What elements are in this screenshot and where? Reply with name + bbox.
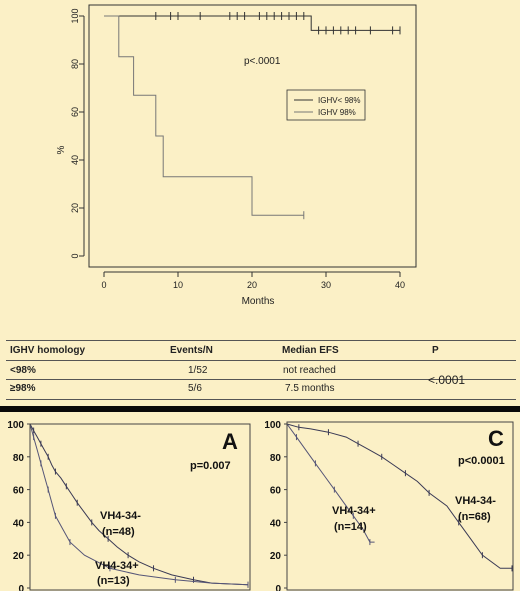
panel-a-annotation: p=0.007 [190, 460, 231, 472]
top-y-tick-label: 100 [70, 8, 80, 23]
top-x-tick-label: 10 [173, 280, 183, 290]
col-header-events: Events/N [170, 345, 213, 356]
panel-c-y-tick-label: 80 [270, 453, 282, 464]
panel-c-y-tick-label: 100 [264, 420, 281, 431]
panel-c-y-tick-label: 40 [270, 518, 282, 529]
top-y-tick-label: 40 [70, 155, 80, 165]
row2-homology: ≥98% [10, 383, 36, 394]
row2-median: 7.5 months [285, 383, 335, 394]
panel-a-chart: 0 20 40 60 80 100 A p=0.007 VH4-34- (n=48) VH… [7, 420, 251, 591]
panel-c-y-tick-label: 60 [270, 486, 282, 497]
panel-a-series-1-n: (n=48) [102, 526, 135, 538]
top-survival-chart: 0 10 20 30 40 0 20 40 60 80 100 p<.0001 Months % I… [56, 4, 417, 307]
table-top-rule [6, 340, 516, 341]
efs-table: IGHV homology Events/N Median EFS P <98%… [0, 338, 520, 404]
top-y-tick-label: 60 [70, 107, 80, 117]
col-header-median: Median EFS [282, 345, 339, 356]
top-xlabel: Months [242, 296, 275, 307]
row2-events: 5/6 [188, 383, 202, 394]
panel-a-series-line-1 [29, 423, 249, 586]
top-y-tick-label: 80 [70, 59, 80, 69]
panel-a-series-2-name: VH4-34+ [95, 560, 139, 572]
row1-median: not reached [283, 365, 336, 376]
table-header-rule [6, 360, 516, 361]
panel-a-y-tick-label: 100 [7, 420, 24, 431]
top-ylabel: % [56, 145, 67, 154]
row1-events: 1/52 [188, 365, 208, 376]
panel-a-series-2-n: (n=13) [97, 575, 130, 587]
panel-a-label: A [222, 429, 238, 454]
section-divider [0, 406, 520, 412]
table-p-value: <.0001 [428, 373, 466, 387]
top-x-tick-label: 40 [395, 280, 405, 290]
panel-c-series-2-n: (n=14) [334, 521, 367, 533]
panel-a-series-1-name: VH4-34- [100, 510, 141, 522]
table-bottom-rule [6, 399, 516, 400]
panel-c-y-tick-label: 20 [270, 551, 282, 562]
col-header-p: P [432, 345, 439, 356]
top-plot-frame [88, 4, 417, 268]
panel-c-series-1-n: (n=68) [458, 511, 491, 523]
panel-a-y-tick-label: 60 [13, 486, 25, 497]
panel-a-y-tick-label: 20 [13, 551, 25, 562]
panel-a-frame [29, 423, 251, 591]
panel-a-y-tick-label: 40 [13, 518, 25, 529]
panel-c-annotation: p<0.0001 [458, 455, 505, 467]
panel-a-y-tick-label: 80 [13, 453, 25, 464]
row1-homology: <98% [10, 365, 36, 376]
panel-c-series-line-1 [286, 423, 512, 569]
legend-entry-2: IGHV 98% [318, 108, 356, 117]
col-header-homology: IGHV homology [10, 345, 85, 356]
top-legend: IGHV< 98% IGHV 98% [286, 89, 366, 121]
panel-a-y-tick-label: 0 [18, 584, 24, 591]
legend-entry-1: IGHV< 98% [318, 96, 360, 105]
top-x-tick-label: 0 [101, 280, 106, 290]
top-series-line-2 [104, 15, 304, 216]
top-y-tick-label: 0 [70, 253, 80, 258]
top-x-tick-label: 20 [247, 280, 257, 290]
panel-c-series-1-name: VH4-34- [455, 495, 496, 507]
panel-a-series-line-2 [29, 423, 249, 586]
panel-c-label: C [488, 426, 504, 451]
table-mid-rule [6, 379, 516, 380]
panel-c-chart: 0 20 40 60 80 100 C p<0.0001 VH4-34- (n=68) V… [264, 420, 514, 591]
panel-c-series-2-name: VH4-34+ [332, 505, 376, 517]
panel-c-frame [286, 421, 514, 591]
top-x-tick-label: 30 [321, 280, 331, 290]
panel-c-y-tick-label: 0 [275, 584, 281, 591]
top-annotation: p<.0001 [244, 56, 281, 67]
top-y-tick-label: 20 [70, 203, 80, 213]
